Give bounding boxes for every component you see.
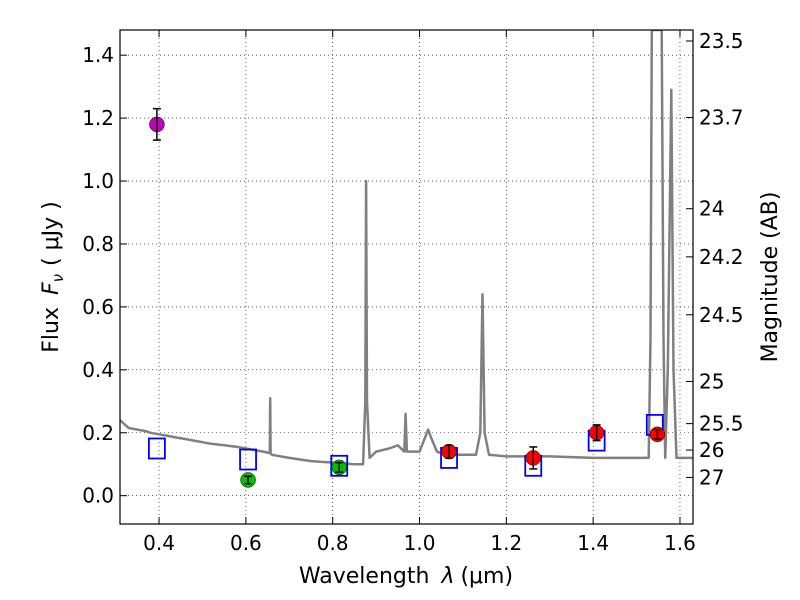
y-tick-label: 0.6	[82, 295, 114, 319]
magnitude-tick-label: 25	[699, 369, 724, 393]
magnitude-tick-label: 24	[699, 197, 724, 221]
magnitude-tick-label: 23.5	[699, 29, 744, 53]
x-axis-ticks: 0.4 0.6 0.8 1.0 1.2 1.4 1.6	[143, 30, 696, 555]
model-photometry-square	[147, 437, 166, 460]
x-tick-label: 0.8	[317, 531, 349, 555]
y-axis-label: FluxFν( μJy )	[39, 201, 67, 352]
magnitude-axis-label: Magnitude (AB)	[758, 192, 783, 363]
x-tick-label: 1.4	[577, 531, 609, 555]
magnitude-tick-label: 25.5	[699, 412, 744, 436]
model-spectrum-line	[120, 30, 693, 466]
y-axis-ticks: 0.0 0.2 0.4 0.6 0.8 1.0 1.2 1.4	[82, 43, 127, 508]
x-tick-label: 1.6	[664, 531, 696, 555]
magnitude-tick-label: 23.7	[699, 105, 744, 129]
y-tick-label: 0.2	[82, 421, 114, 445]
y-tick-label: 0.4	[82, 358, 114, 382]
magnitude-axis-ticks: 23.5 23.7 24 24.2 24.5 25 25.526 27	[686, 29, 744, 489]
y-tick-label: 0.0	[82, 484, 114, 508]
magnitude-tick-label: 27	[699, 465, 724, 489]
model-photometry-square	[330, 454, 349, 477]
plot-frame	[119, 29, 694, 525]
x-tick-label: 0.6	[230, 531, 262, 555]
x-axis-label: Wavelength λ (μm)	[299, 564, 513, 589]
model-photometry-square	[239, 448, 257, 471]
magnitude-tick-label: 26	[699, 438, 724, 462]
x-tick-label: 1.2	[490, 531, 522, 555]
magnitude-tick-label: 24.5	[699, 303, 744, 327]
x-tick-label: 1.0	[404, 531, 436, 555]
y-tick-label: 1.4	[82, 43, 114, 67]
photometry-layer	[147, 107, 666, 488]
y-tick-label: 1.2	[82, 106, 114, 130]
x-tick-label: 0.4	[143, 531, 175, 555]
magnitude-tick-label: 24.2	[699, 245, 744, 269]
y-tick-label: 0.8	[82, 232, 114, 256]
y-tick-label: 1.0	[82, 169, 114, 193]
model-spectrum-layer	[120, 30, 693, 466]
